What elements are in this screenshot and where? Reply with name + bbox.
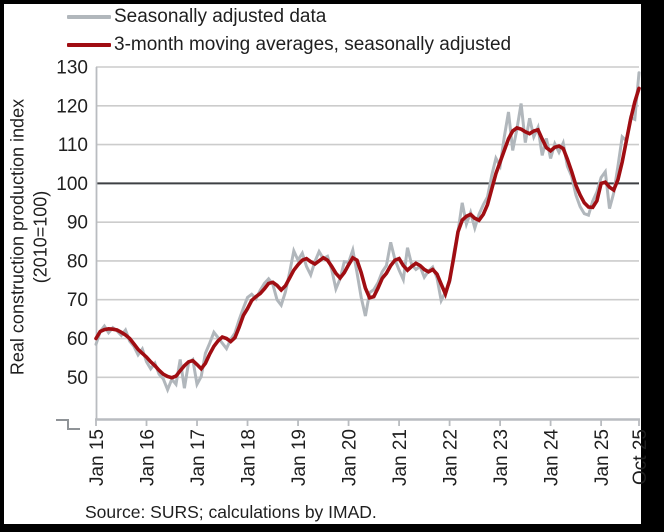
series-line-moving-average [94, 86, 641, 380]
x-tick-label: Jan 19 [289, 429, 310, 486]
x-tick-label: Jan 23 [491, 429, 512, 486]
plot-background [4, 4, 641, 524]
x-tick-label: Jan 21 [390, 429, 411, 486]
y-tick-label: 130 [56, 58, 88, 79]
x-tick-label: Jan 20 [340, 429, 361, 486]
y-tick-label: 110 [58, 135, 88, 156]
y-tick-label: 70 [67, 290, 88, 311]
legend-label-seasonally-adjusted: Seasonally adjusted data [114, 6, 327, 27]
x-tick-label: Jan 22 [441, 429, 462, 486]
legend-swatch-seasonally-adjusted [67, 15, 111, 19]
axis-break-icon [56, 419, 80, 430]
x-tick-label: Jan 16 [138, 429, 159, 486]
x-tick-label: Jan 15 [87, 429, 108, 486]
source-note: Source: SURS; calculations by IMAD. [85, 502, 377, 522]
x-tick-label: Jan 18 [239, 429, 260, 486]
legend-swatch-moving-average [67, 43, 111, 47]
y-tick-label: 120 [56, 96, 88, 117]
x-tick-label: Oct 25 [630, 429, 651, 485]
x-tick-label: Jan 24 [542, 429, 563, 486]
y-tick-label: 60 [67, 329, 88, 350]
y-tick-label: 100 [56, 174, 88, 195]
y-tick-label: 80 [67, 251, 88, 272]
x-tick-label: Jan 25 [592, 429, 613, 486]
series-line-seasonally-adjusted [94, 71, 641, 394]
y-tick-label: 50 [67, 368, 88, 389]
legend-label-moving-average: 3-month moving averages, seasonally adju… [114, 34, 512, 55]
y-tick-label: 90 [67, 213, 88, 234]
y-axis-title-line2: (2010=100) [30, 190, 51, 284]
x-tick-label: Jan 17 [188, 429, 209, 486]
y-axis-title-line1: Real construction production index [7, 98, 28, 376]
